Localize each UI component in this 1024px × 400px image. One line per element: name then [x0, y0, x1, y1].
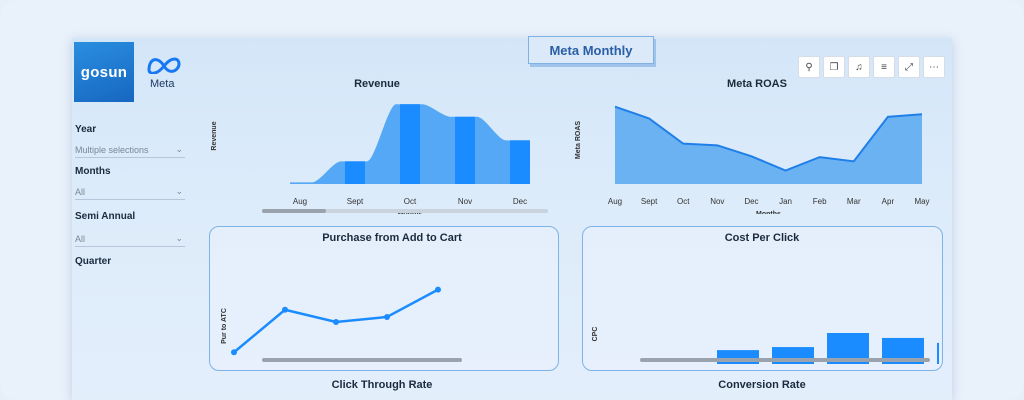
y-axis-title: Pur to ATC: [221, 308, 228, 344]
x-tick-label: Oct: [404, 197, 417, 206]
chevron-down-icon: ⌄: [175, 144, 183, 154]
purchase-atc-panel: [209, 226, 559, 371]
purchase-atc-title: Purchase from Add to Cart: [322, 232, 462, 244]
purchase-scrollbar[interactable]: [262, 358, 462, 362]
semi-annual-slicer[interactable]: All ⌄: [75, 231, 185, 247]
purchase-atc-chart[interactable]: AugSeptOctNovDecMonthsPur to ATC: [212, 246, 556, 364]
x-tick-label: Mar: [847, 197, 861, 206]
x-tick-label: Oct: [677, 197, 690, 206]
x-tick-label: Sept: [641, 197, 658, 206]
revenue-bar: [345, 161, 365, 184]
y-axis-title: Meta ROAS: [575, 121, 582, 159]
ctr-chart-title: Click Through Rate: [331, 379, 433, 391]
revenue-chart[interactable]: AugSeptOctNovDecMonthsRevenue: [208, 96, 558, 214]
meta-logo-icon: [147, 57, 181, 74]
revenue-bar: [455, 116, 475, 184]
report-canvas: gosun Meta Meta Monthly ⚲ ❐ ♫ ≡ ⤢ ⋯ Year…: [72, 36, 952, 400]
x-tick-label: Dec: [513, 197, 527, 206]
months-slicer[interactable]: All ⌄: [75, 184, 185, 200]
pin-icon[interactable]: ⚲: [798, 56, 820, 78]
x-tick-label: May: [914, 197, 929, 206]
roas-line: [614, 105, 923, 172]
revenue-bar: [400, 104, 420, 184]
visual-toolbar: ⚲ ❐ ♫ ≡ ⤢ ⋯: [798, 56, 945, 78]
x-tick-label: Feb: [813, 197, 827, 206]
meta-logo-text: Meta: [150, 78, 175, 90]
x-tick-label: Nov: [710, 197, 724, 206]
y-axis-title: Revenue: [211, 121, 218, 150]
x-tick-label: Nov: [458, 197, 472, 206]
revenue-scroll-track: [262, 209, 548, 213]
roas-chart-title: Meta ROAS: [727, 78, 787, 90]
purchase-atc-point: [231, 349, 237, 356]
bell-icon[interactable]: ♫: [848, 56, 870, 78]
months-slicer-value: All: [75, 186, 86, 197]
cpc-chart[interactable]: JanFebMarAprMayMonthsCPC: [585, 246, 939, 364]
report-title: Meta Monthly: [528, 36, 654, 64]
revenue-bar: [510, 140, 530, 184]
copy-icon[interactable]: ❐: [823, 56, 845, 78]
x-axis-title: Months: [756, 211, 781, 214]
year-slicer-value: Multiple selections: [75, 144, 149, 155]
year-slicer[interactable]: Multiple selections ⌄: [75, 142, 185, 158]
x-tick-label: Jan: [779, 197, 792, 206]
y-axis-title: CPC: [592, 327, 599, 342]
expand-icon[interactable]: ⤢: [898, 56, 920, 78]
revenue-scrollbar[interactable]: [262, 209, 326, 213]
x-tick-label: Aug: [608, 197, 622, 206]
purchase-atc-point: [333, 319, 339, 325]
cpc-bar: [937, 342, 939, 364]
x-tick-label: Apr: [882, 197, 895, 206]
conversion-chart-title: Conversion Rate: [718, 379, 806, 391]
year-slicer-label: Year: [75, 124, 97, 135]
revenue-chart-title: Revenue: [354, 78, 400, 90]
x-tick-label: Sept: [347, 197, 364, 206]
semi-annual-slicer-value: All: [75, 233, 86, 244]
x-tick-label: Dec: [744, 197, 758, 206]
purchase-atc-point: [384, 313, 390, 320]
more-icon[interactable]: ⋯: [923, 56, 945, 78]
purchase-atc-point: [435, 286, 441, 293]
quarter-slicer-label[interactable]: Quarter: [75, 256, 112, 267]
purchase-atc-point: [282, 306, 288, 313]
gosun-logo: gosun: [74, 42, 134, 102]
chevron-down-icon: ⌄: [175, 233, 183, 243]
chevron-down-icon: ⌄: [175, 186, 183, 196]
semi-annual-slicer-label: Semi Annual: [75, 211, 136, 222]
x-tick-label: Aug: [293, 197, 307, 206]
roas-area: [615, 106, 922, 184]
filter-icon[interactable]: ≡: [873, 56, 895, 78]
cpc-title: Cost Per Click: [724, 232, 800, 244]
months-slicer-label: Months: [75, 166, 111, 177]
roas-chart[interactable]: Aug Sept Oct Nov Dec Jan Feb Mar Apr May Months Met…: [572, 96, 942, 214]
cpc-scrollbar[interactable]: [640, 358, 930, 362]
